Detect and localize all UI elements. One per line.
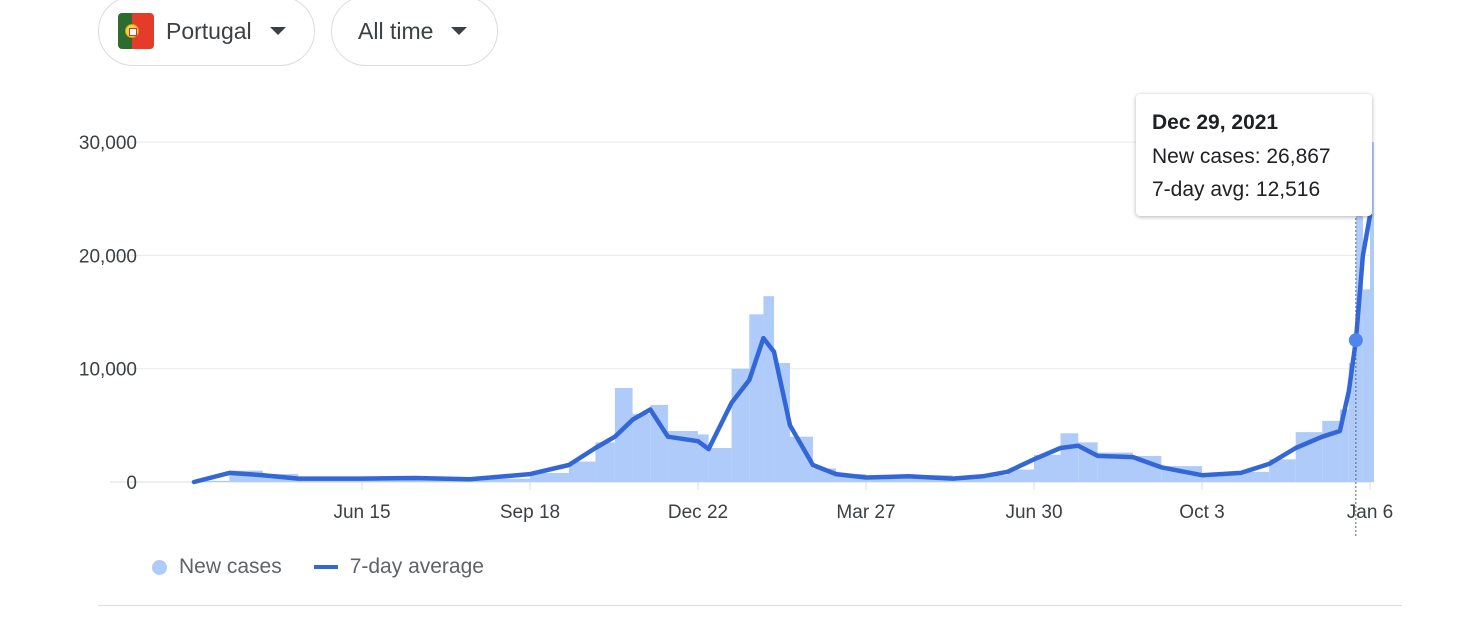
time-range-selector[interactable]: All time bbox=[331, 0, 498, 66]
new-cases-bar bbox=[1060, 433, 1079, 482]
chart-tooltip: Dec 29, 2021 New cases: 26,867 7-day avg… bbox=[1136, 94, 1372, 216]
new-cases-bar bbox=[1269, 459, 1296, 482]
x-tick-label: Dec 22 bbox=[668, 502, 728, 523]
x-tick-label: Sep 18 bbox=[500, 502, 560, 523]
new-cases-bar bbox=[194, 480, 230, 482]
new-cases-bar bbox=[774, 363, 790, 482]
y-tick-label: 30,000 bbox=[79, 133, 137, 154]
tooltip-date: Dec 29, 2021 bbox=[1152, 111, 1279, 134]
new-cases-bar bbox=[1339, 409, 1349, 482]
x-tick-label: Jun 30 bbox=[1005, 502, 1062, 523]
x-tick-label: Jan 6 bbox=[1347, 502, 1393, 523]
new-cases-bar bbox=[698, 434, 709, 482]
x-tick-label: Mar 27 bbox=[836, 502, 895, 523]
new-cases-bar bbox=[1355, 177, 1363, 482]
portugal-flag-icon bbox=[118, 13, 154, 49]
time-range-label: All time bbox=[358, 17, 434, 44]
new-cases-bar bbox=[789, 436, 813, 482]
x-tick-label: Oct 3 bbox=[1179, 502, 1224, 523]
y-tick-label: 10,000 bbox=[79, 360, 137, 381]
legend-new-cases-swatch bbox=[152, 559, 167, 575]
x-tick-label: Jun 15 bbox=[333, 502, 390, 523]
new-cases-bar bbox=[708, 448, 732, 482]
new-cases-bar bbox=[982, 475, 1008, 482]
new-cases-bar bbox=[1240, 471, 1270, 482]
legend-avg-swatch bbox=[313, 565, 338, 569]
new-cases-bar bbox=[763, 296, 775, 482]
divider bbox=[98, 605, 1402, 606]
country-label: Portugal bbox=[166, 17, 252, 44]
legend-new-cases: New cases bbox=[179, 555, 282, 578]
y-tick-label: 0 bbox=[126, 473, 137, 494]
country-selector[interactable]: Portugal bbox=[98, 0, 315, 66]
new-cases-bar bbox=[614, 387, 633, 482]
tooltip-new-cases: New cases: 26,867 bbox=[1152, 145, 1331, 168]
new-cases-bar bbox=[1007, 469, 1034, 482]
tooltip-avg: 7-day avg: 12,516 bbox=[1152, 178, 1321, 201]
chevron-down-icon bbox=[269, 27, 286, 35]
new-cases-bar bbox=[530, 472, 569, 482]
legend-avg: 7-day average bbox=[349, 555, 484, 578]
new-cases-bar bbox=[595, 442, 615, 482]
new-cases-bar bbox=[749, 314, 764, 482]
new-cases-bar bbox=[650, 404, 668, 482]
new-cases-bar bbox=[568, 461, 596, 482]
new-cases-bar bbox=[1362, 289, 1370, 482]
seven-day-average-line bbox=[191, 213, 1373, 485]
new-cases-bar bbox=[229, 470, 263, 482]
new-cases-bar bbox=[1202, 474, 1241, 482]
new-cases-bar bbox=[632, 414, 651, 482]
y-tick-label: 20,000 bbox=[79, 246, 137, 267]
new-cases-bar bbox=[469, 478, 530, 482]
chevron-down-icon bbox=[451, 27, 468, 35]
new-cases-bar bbox=[952, 478, 983, 482]
hover-point bbox=[1348, 333, 1363, 348]
new-cases-bar bbox=[1348, 363, 1356, 482]
new-cases-bar bbox=[1370, 142, 1374, 482]
chart-legend: New cases 7-day average bbox=[152, 555, 484, 579]
new-cases-bar bbox=[866, 476, 909, 482]
